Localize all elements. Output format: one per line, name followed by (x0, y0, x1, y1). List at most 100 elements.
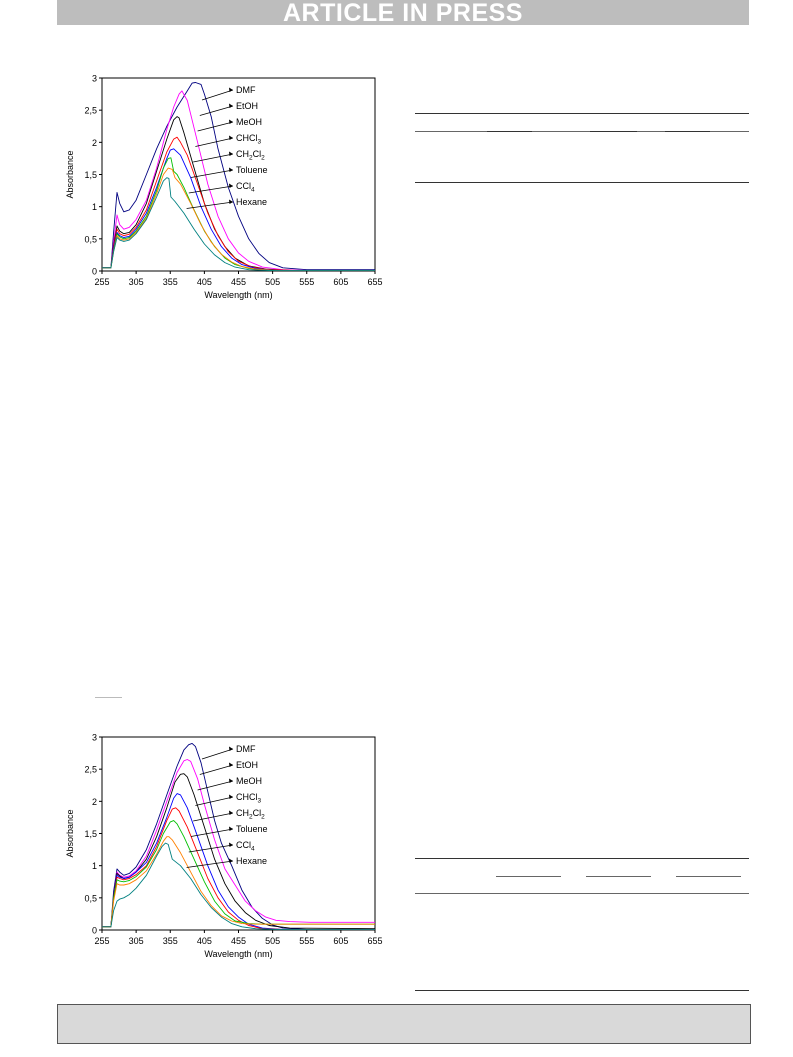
y-tick-label: 1,5 (84, 829, 97, 839)
series-label: CCl4 (236, 181, 255, 194)
label-leader-line (201, 89, 234, 101)
y-tick-label: 2 (92, 138, 97, 148)
chart-svg: 0 0,5 1 1,5 2 2,5 3 255 305 355 405 455 505 555 605 655… (65, 733, 383, 960)
label-arrowhead (229, 199, 233, 204)
series-label: EtOH (236, 760, 258, 770)
label-leader-line (195, 796, 234, 806)
x-tick-label: 605 (333, 277, 348, 287)
table1-top-rule (415, 113, 749, 114)
label-leader-line (197, 780, 234, 791)
label-leader-line (188, 185, 234, 194)
label-arrowhead (229, 810, 233, 815)
x-tick-label: 655 (367, 277, 382, 287)
chart-svg: 0 0,5 1 1,5 2 2,5 3 255 305 355 405 455 505 555 605 655… (65, 74, 383, 301)
series-label: CHCl3 (236, 133, 262, 146)
x-axis-label: Wavelength (nm) (204, 949, 272, 959)
y-tick-label: 0,5 (84, 893, 97, 903)
x-axis-label: Wavelength (nm) (204, 290, 272, 300)
series-line-chcl3 (102, 793, 375, 930)
table1-group-rule-1 (487, 131, 532, 132)
y-axis-label: Absorbance (65, 809, 75, 857)
y-tick-label: 0 (92, 926, 97, 936)
y-tick-label: 0,5 (84, 234, 97, 244)
series-label: DMF (236, 85, 256, 95)
series-line-chcl3 (102, 136, 375, 271)
label-leader-line (193, 153, 234, 163)
x-tick-label: 255 (94, 936, 109, 946)
series-label: Hexane (236, 197, 267, 207)
table2-subheader-rule-1 (496, 876, 561, 877)
series-label: MeOH (236, 776, 262, 786)
series-label: Hexane (236, 856, 267, 866)
x-tick-label: 305 (129, 277, 144, 287)
series-line-ccl4 (102, 836, 375, 928)
label-arrowhead (229, 119, 233, 124)
table2-subheader-rule-3 (676, 876, 741, 877)
label-arrowhead (229, 826, 233, 831)
series-line-hexane (102, 177, 375, 271)
x-tick-label: 355 (163, 936, 178, 946)
label-arrowhead (229, 746, 233, 751)
series-label: Toluene (236, 165, 268, 175)
table1-group-rule-2 (590, 131, 637, 132)
x-tick-label: 405 (197, 936, 212, 946)
label-leader-line (199, 105, 234, 116)
series-line-meoh (102, 116, 375, 271)
y-tick-label: 1 (92, 861, 97, 871)
table1-header-rule (415, 131, 749, 132)
x-tick-label: 255 (94, 277, 109, 287)
label-arrowhead (229, 167, 233, 172)
x-tick-label: 505 (265, 277, 280, 287)
y-tick-label: 1 (92, 202, 97, 212)
x-tick-label: 405 (197, 277, 212, 287)
y-tick-label: 0 (92, 267, 97, 277)
label-arrowhead (229, 183, 233, 188)
label-arrowhead (229, 762, 233, 767)
label-leader-line (195, 137, 234, 147)
x-tick-label: 555 (299, 936, 314, 946)
label-arrowhead (229, 103, 233, 108)
x-tick-label: 505 (265, 936, 280, 946)
table2-bottom-rule (415, 990, 749, 991)
series-label: DMF (236, 744, 256, 754)
label-arrowhead (229, 135, 233, 140)
series-label: MeOH (236, 117, 262, 127)
article-in-press-banner: ARTICLE IN PRESS (57, 0, 749, 27)
series-line-dmf (102, 82, 375, 271)
absorbance-chart-top: 0 0,5 1 1,5 2 2,5 3 255 305 355 405 455 505 555 605 655… (60, 70, 390, 312)
label-leader-line (190, 169, 234, 178)
y-tick-label: 3 (92, 74, 97, 84)
series-line-toluene (102, 157, 375, 271)
label-arrowhead (229, 87, 233, 92)
series-line-ch2cl2 (102, 807, 375, 930)
label-leader-line (186, 860, 234, 868)
y-tick-label: 3 (92, 733, 97, 743)
label-arrowhead (229, 858, 233, 863)
label-arrowhead (229, 151, 233, 156)
series-line-ccl4 (102, 167, 375, 271)
x-tick-label: 455 (231, 277, 246, 287)
y-tick-label: 1,5 (84, 170, 97, 180)
y-tick-label: 2,5 (84, 106, 97, 116)
table2-top-rule (415, 858, 749, 859)
table1-group-rule-3 (665, 131, 710, 132)
label-leader-line (201, 748, 234, 760)
x-tick-label: 355 (163, 277, 178, 287)
series-label: EtOH (236, 101, 258, 111)
y-tick-label: 2 (92, 797, 97, 807)
absorbance-chart-bottom: 0 0,5 1 1,5 2 2,5 3 255 305 355 405 455 505 555 605 655… (60, 729, 390, 971)
banner-text: ARTICLE IN PRESS (283, 0, 523, 27)
y-axis-label: Absorbance (65, 150, 75, 198)
figure-caption-mark (95, 697, 122, 698)
label-arrowhead (229, 842, 233, 847)
footer-citation-box (57, 1004, 751, 1044)
label-leader-line (193, 812, 234, 822)
series-line-meoh (102, 773, 376, 930)
series-label: CH2Cl2 (236, 149, 265, 162)
label-leader-line (188, 844, 234, 853)
label-leader-line (197, 121, 234, 132)
series-label: CH2Cl2 (236, 808, 265, 821)
x-tick-label: 455 (231, 936, 246, 946)
series-line-dmf (102, 742, 375, 930)
y-tick-label: 2,5 (84, 765, 97, 775)
